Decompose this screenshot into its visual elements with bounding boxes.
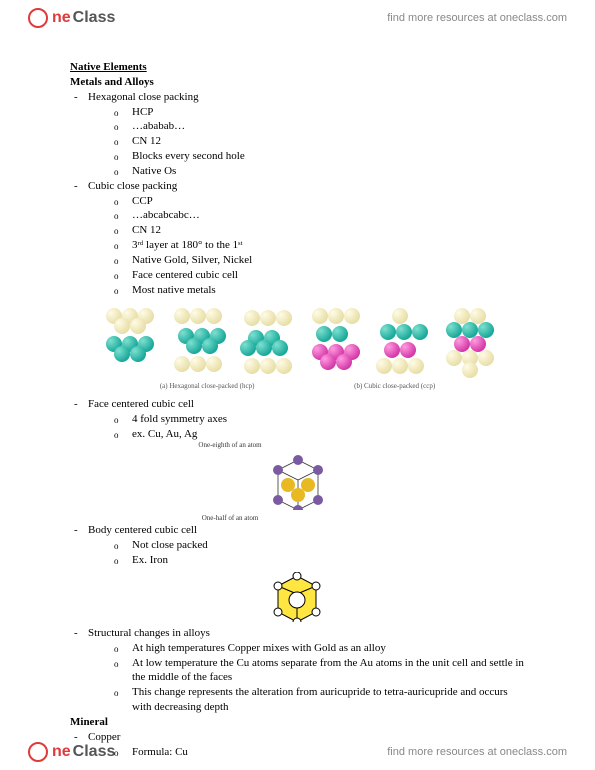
page-header: neClass find more resources at oneclass.… — [0, 0, 595, 36]
ccp-heading: Cubic close packing — [88, 180, 177, 192]
list-item: …ababab… — [132, 119, 525, 134]
list-item: Not close packed — [132, 538, 525, 553]
brand-logo[interactable]: neClass — [28, 8, 115, 28]
fcc-cube-icon — [268, 455, 328, 510]
logo-circle-icon — [28, 8, 48, 28]
list-item: 3ʳᵈ layer at 180° to the 1ˢᵗ — [132, 238, 525, 253]
find-more-link-bottom[interactable]: find more resources at oneclass.com — [387, 746, 567, 758]
logo-text-class: Class — [73, 743, 116, 761]
list-item: Body centered cubic cell Not close packe… — [88, 523, 525, 568]
brand-logo-footer[interactable]: neClass — [28, 742, 115, 762]
list-item: Native Os — [132, 164, 525, 179]
fcc-figure — [70, 455, 525, 510]
hcp-heading: Hexagonal close packing — [88, 91, 199, 103]
fcc-caption-top: One-eighth of an atom — [190, 441, 270, 450]
bcc-figure — [70, 572, 525, 622]
find-more-link-top[interactable]: find more resources at oneclass.com — [387, 12, 567, 24]
list-item: Native Gold, Silver, Nickel — [132, 253, 525, 268]
hcp-cluster-2 — [166, 308, 226, 378]
list-item: Most native metals — [132, 283, 525, 298]
logo-text-one: ne — [52, 743, 71, 761]
ccp-cluster-2 — [370, 308, 430, 378]
page-footer: neClass find more resources at oneclass.… — [0, 734, 595, 770]
list-item: Structural changes in alloys At high tem… — [88, 626, 525, 715]
list-item: CN 12 — [132, 134, 525, 149]
list-item: At high temperatures Copper mixes with G… — [132, 641, 525, 656]
fcc-caption-bottom: One-half of an atom — [190, 514, 270, 523]
caption-hcp: (a) Hexagonal close-packed (hcp) — [160, 382, 255, 391]
fcc-heading: Face centered cubic cell — [88, 398, 194, 410]
hcp-cluster-3 — [234, 308, 294, 378]
list-item: …abcabcabc… — [132, 208, 525, 223]
list-item: At low temperature the Cu atoms separate… — [132, 656, 525, 686]
list-item: Hexagonal close packing HCP …ababab… CN … — [88, 90, 525, 179]
list-item: Cubic close packing CCP …abcabcabc… CN 1… — [88, 179, 525, 298]
packing-figure — [70, 308, 525, 378]
list-item: Ex. Iron — [132, 553, 525, 568]
bcc-cube-icon — [270, 572, 325, 622]
hcp-cluster-1 — [98, 308, 158, 378]
doc-title: Native Elements — [70, 60, 147, 75]
list-item: ex. Cu, Au, Ag — [132, 427, 525, 442]
logo-text-one: ne — [52, 9, 71, 27]
doc-subtitle: Metals and Alloys — [70, 75, 525, 90]
ccp-cluster-3 — [438, 308, 498, 378]
list-item: Face centered cubic cell — [132, 268, 525, 283]
bcc-heading: Body centered cubic cell — [88, 524, 197, 536]
list-item: 4 fold symmetry axes — [132, 412, 525, 427]
list-item: HCP — [132, 105, 525, 120]
document-body: Native Elements Metals and Alloys Hexago… — [0, 36, 595, 763]
list-item: This change represents the alteration fr… — [132, 685, 525, 715]
ccp-cluster-1 — [302, 308, 362, 378]
logo-text-class: Class — [73, 9, 116, 27]
caption-ccp: (b) Cubic close-packed (ccp) — [354, 382, 435, 391]
figure-captions: (a) Hexagonal close-packed (hcp) (b) Cub… — [70, 382, 525, 391]
list-item: CCP — [132, 194, 525, 209]
logo-circle-icon — [28, 742, 48, 762]
list-item: Face centered cubic cell 4 fold symmetry… — [88, 397, 525, 442]
alloys-heading: Structural changes in alloys — [88, 627, 210, 639]
mineral-heading: Mineral — [70, 715, 525, 730]
list-item: Blocks every second hole — [132, 149, 525, 164]
list-item: CN 12 — [132, 223, 525, 238]
